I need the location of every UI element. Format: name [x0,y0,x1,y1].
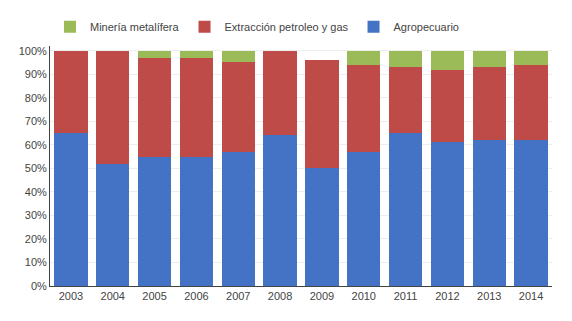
svg-text:2008: 2008 [268,290,292,302]
svg-text:40%: 40% [25,186,47,198]
svg-text:Extracción petroleo y gas: Extracción petroleo y gas [225,21,349,33]
svg-text:30%: 30% [25,209,47,221]
svg-text:70%: 70% [25,115,47,127]
svg-text:100%: 100% [19,45,47,57]
svg-text:50%: 50% [25,162,47,174]
svg-text:10%: 10% [25,256,47,268]
svg-text:Minería metalífera: Minería metalífera [90,21,180,33]
svg-text:2012: 2012 [435,290,459,302]
svg-text:2004: 2004 [101,290,125,302]
svg-text:2006: 2006 [184,290,208,302]
svg-text:Agropecuario: Agropecuario [394,21,459,33]
svg-text:2009: 2009 [310,290,334,302]
svg-text:20%: 20% [25,233,47,245]
svg-text:2005: 2005 [142,290,166,302]
svg-text:2013: 2013 [477,290,501,302]
svg-text:2011: 2011 [394,290,418,302]
svg-text:2014: 2014 [519,290,543,302]
svg-text:0%: 0% [31,280,47,292]
svg-text:2007: 2007 [226,290,250,302]
svg-text:60%: 60% [25,139,47,151]
svg-text:90%: 90% [25,68,47,80]
svg-text:2010: 2010 [352,290,376,302]
svg-text:2003: 2003 [59,290,83,302]
svg-text:80%: 80% [25,92,47,104]
